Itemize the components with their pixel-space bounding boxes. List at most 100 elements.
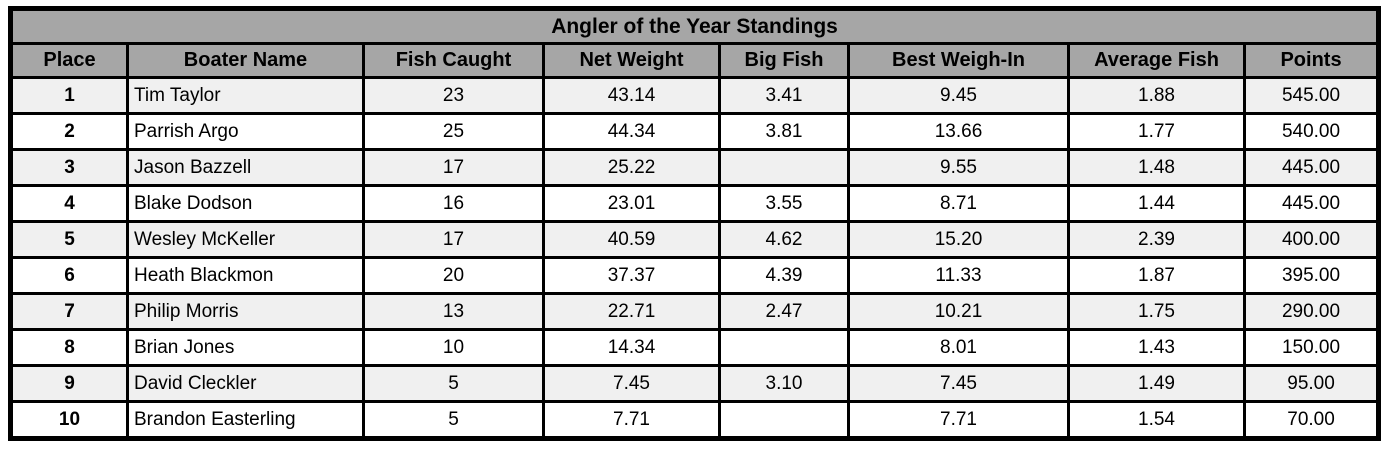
cell-average-fish: 1.77 [1067,112,1246,151]
cell-net-weight: 44.34 [542,112,721,151]
cell-net-weight: 43.14 [542,76,721,115]
cell-points: 445.00 [1242,148,1381,187]
cell-best-weigh-in: 7.45 [847,364,1070,403]
cell-net-weight: 14.34 [542,328,721,367]
title-row: Angler of the Year Standings [8,7,1381,45]
cell-fish-caught: 16 [362,184,545,223]
cell-place: 1 [9,76,129,115]
cell-average-fish: 1.54 [1067,400,1246,440]
cell-boater-name: David Cleckler [126,364,365,403]
cell-average-fish: 1.87 [1067,256,1246,295]
cell-fish-caught: 5 [362,364,545,403]
cell-best-weigh-in: 8.01 [847,328,1070,367]
table-row: 4 Blake Dodson 16 23.01 3.55 8.71 1.44 4… [9,184,1381,223]
cell-place: 10 [9,400,129,440]
column-header-fish-caught: Fish Caught [362,42,545,79]
cell-net-weight: 25.22 [542,148,721,187]
table-row: 7 Philip Morris 13 22.71 2.47 10.21 1.75… [9,292,1381,331]
table-row: 3 Jason Bazzell 17 25.22 9.55 1.48 445.0… [9,148,1381,187]
cell-place: 9 [9,364,129,403]
column-header-best-weigh-in: Best Weigh-In [847,42,1070,79]
cell-boater-name: Tim Taylor [126,76,365,115]
cell-average-fish: 1.44 [1067,184,1246,223]
cell-best-weigh-in: 9.55 [847,148,1070,187]
table-row: 8 Brian Jones 10 14.34 8.01 1.43 150.00 [9,328,1381,367]
cell-place: 4 [9,184,129,223]
cell-big-fish [718,328,850,367]
table-title: Angler of the Year Standings [8,7,1381,45]
column-header-big-fish: Big Fish [718,42,850,79]
cell-boater-name: Heath Blackmon [126,256,365,295]
cell-points: 540.00 [1242,112,1381,151]
cell-fish-caught: 5 [362,400,545,440]
cell-boater-name: Parrish Argo [126,112,365,151]
column-header-points: Points [1242,42,1381,79]
cell-best-weigh-in: 11.33 [847,256,1070,295]
cell-best-weigh-in: 8.71 [847,184,1070,223]
cell-net-weight: 37.37 [542,256,721,295]
table-row: 9 David Cleckler 5 7.45 3.10 7.45 1.49 9… [9,364,1381,403]
table-row: 6 Heath Blackmon 20 37.37 4.39 11.33 1.8… [9,256,1381,295]
cell-best-weigh-in: 9.45 [847,76,1070,115]
column-header-net-weight: Net Weight [542,42,721,79]
cell-net-weight: 7.45 [542,364,721,403]
cell-average-fish: 1.88 [1067,76,1246,115]
cell-big-fish: 2.47 [718,292,850,331]
cell-net-weight: 22.71 [542,292,721,331]
cell-fish-caught: 10 [362,328,545,367]
cell-points: 70.00 [1242,400,1381,440]
cell-fish-caught: 25 [362,112,545,151]
cell-place: 6 [9,256,129,295]
cell-big-fish: 3.41 [718,76,850,115]
cell-big-fish: 3.55 [718,184,850,223]
cell-fish-caught: 20 [362,256,545,295]
cell-fish-caught: 23 [362,76,545,115]
cell-big-fish: 4.39 [718,256,850,295]
cell-points: 400.00 [1242,220,1381,259]
cell-net-weight: 23.01 [542,184,721,223]
cell-best-weigh-in: 7.71 [847,400,1070,440]
header-row: Place Boater Name Fish Caught Net Weight… [9,42,1381,79]
standings-table: Angler of the Year Standings Place Boate… [8,6,1382,441]
cell-big-fish [718,400,850,440]
cell-boater-name: Blake Dodson [126,184,365,223]
table-row: 5 Wesley McKeller 17 40.59 4.62 15.20 2.… [9,220,1381,259]
cell-average-fish: 1.49 [1067,364,1246,403]
cell-average-fish: 2.39 [1067,220,1246,259]
cell-points: 395.00 [1242,256,1381,295]
column-header-place: Place [9,42,129,79]
table-row: 10 Brandon Easterling 5 7.71 7.71 1.54 7… [9,400,1381,440]
cell-boater-name: Philip Morris [126,292,365,331]
cell-big-fish: 3.10 [718,364,850,403]
cell-net-weight: 40.59 [542,220,721,259]
cell-net-weight: 7.71 [542,400,721,440]
cell-big-fish: 3.81 [718,112,850,151]
cell-average-fish: 1.48 [1067,148,1246,187]
cell-place: 8 [9,328,129,367]
cell-best-weigh-in: 13.66 [847,112,1070,151]
cell-boater-name: Wesley McKeller [126,220,365,259]
cell-place: 2 [9,112,129,151]
table-row: 1 Tim Taylor 23 43.14 3.41 9.45 1.88 545… [9,76,1381,115]
cell-average-fish: 1.75 [1067,292,1246,331]
cell-place: 5 [9,220,129,259]
cell-best-weigh-in: 10.21 [847,292,1070,331]
cell-fish-caught: 17 [362,148,545,187]
cell-points: 545.00 [1242,76,1381,115]
cell-boater-name: Jason Bazzell [126,148,365,187]
cell-boater-name: Brian Jones [126,328,365,367]
cell-points: 290.00 [1242,292,1381,331]
cell-place: 7 [9,292,129,331]
cell-big-fish [718,148,850,187]
cell-fish-caught: 13 [362,292,545,331]
cell-points: 95.00 [1242,364,1381,403]
cell-fish-caught: 17 [362,220,545,259]
cell-big-fish: 4.62 [718,220,850,259]
cell-average-fish: 1.43 [1067,328,1246,367]
cell-points: 445.00 [1242,184,1381,223]
table-row: 2 Parrish Argo 25 44.34 3.81 13.66 1.77 … [9,112,1381,151]
column-header-boater-name: Boater Name [126,42,365,79]
cell-boater-name: Brandon Easterling [126,400,365,440]
cell-place: 3 [9,148,129,187]
